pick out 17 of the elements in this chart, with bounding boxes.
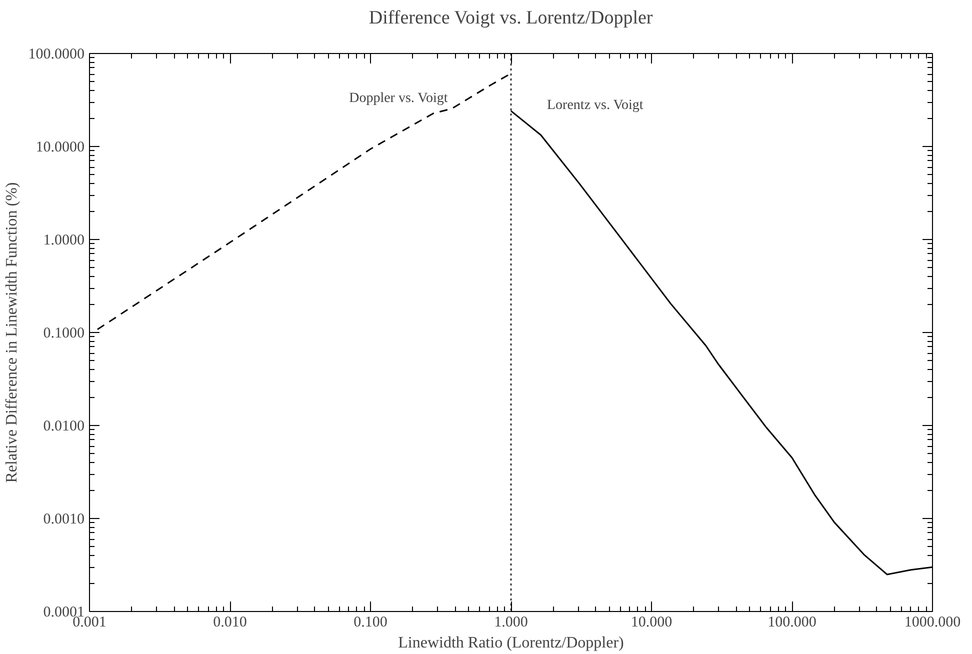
x-tick-label: 1000.000 — [904, 614, 961, 630]
y-tick-label: 1.0000 — [43, 232, 84, 248]
series-label: Doppler vs. Voigt — [349, 91, 448, 106]
series-label: Lorentz vs. Voigt — [547, 98, 644, 113]
y-tick-label: 0.0010 — [43, 512, 84, 528]
y-tick-label: 0.0100 — [43, 418, 84, 434]
y-axis-title: Relative Difference in Linewidth Function (%) — [3, 182, 20, 483]
y-tick-label: 0.1000 — [43, 326, 84, 342]
x-tick-label: 100.000 — [768, 614, 816, 630]
y-tick-label: 100.0000 — [28, 46, 84, 62]
x-tick-label: 0.010 — [213, 614, 247, 630]
x-tick-label: 0.100 — [354, 614, 388, 630]
x-axis-title: Linewidth Ratio (Lorentz/Doppler) — [398, 634, 624, 652]
y-tick-label: 10.0000 — [36, 140, 84, 156]
chart-title: Difference Voigt vs. Lorentz/Doppler — [368, 8, 654, 28]
x-tick-label: 1.000 — [494, 614, 528, 630]
x-tick-label: 10.000 — [630, 614, 672, 630]
